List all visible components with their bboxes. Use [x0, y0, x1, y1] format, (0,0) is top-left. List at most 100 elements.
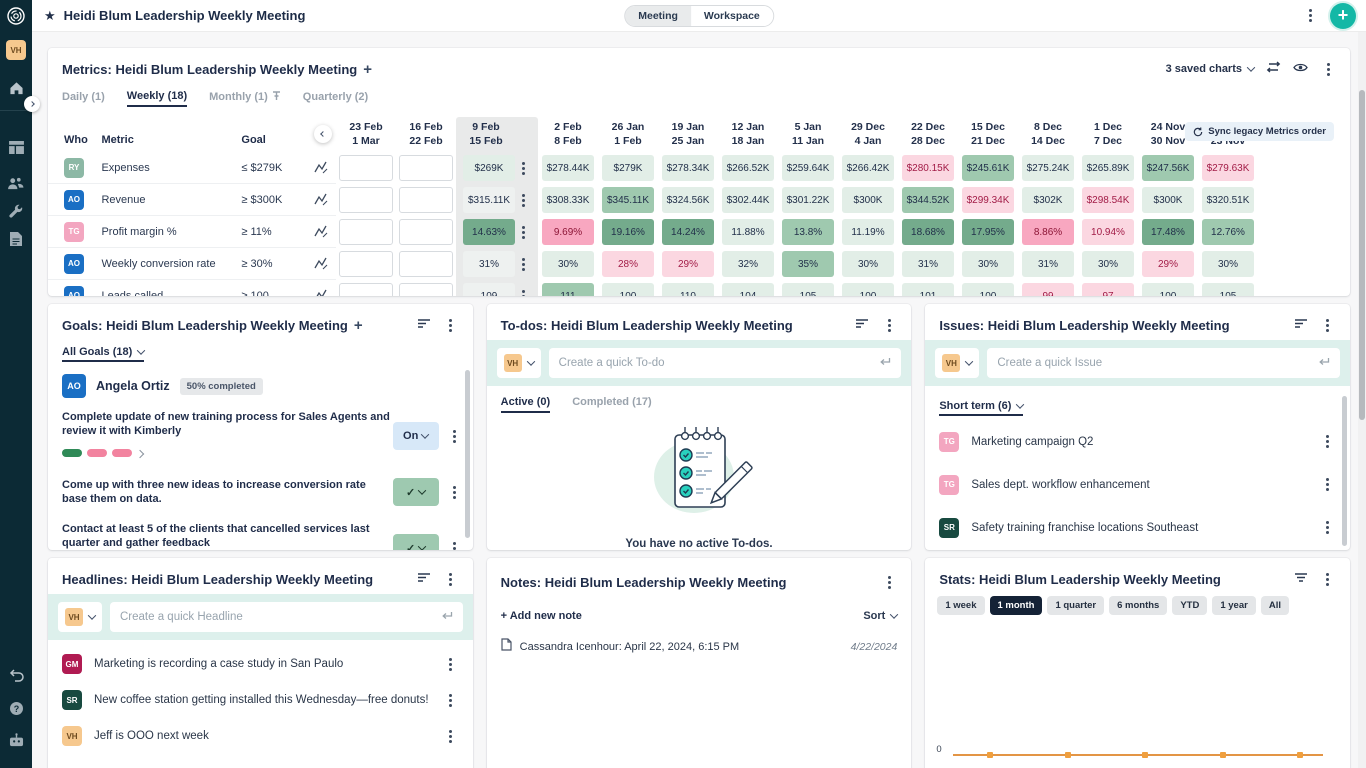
- metric-value[interactable]: $266.42K: [842, 155, 894, 181]
- avatar[interactable]: RY: [64, 157, 84, 178]
- range-pill-6-months[interactable]: 6 months: [1109, 596, 1168, 615]
- avatar[interactable]: AO: [64, 253, 84, 274]
- expand-chevron-icon[interactable]: [135, 444, 145, 462]
- metric-value[interactable]: 101: [902, 283, 954, 296]
- metric-value[interactable]: [399, 187, 453, 213]
- sort-icon[interactable]: [417, 316, 431, 334]
- todo-tab[interactable]: Completed (17): [572, 396, 652, 408]
- bot-icon[interactable]: [0, 726, 32, 754]
- metric-value[interactable]: $247.56K: [1142, 155, 1194, 181]
- metric-value[interactable]: 30%: [542, 251, 594, 277]
- headline-quick-input[interactable]: Create a quick Headline: [110, 602, 463, 632]
- metric-value[interactable]: $324.56K: [662, 187, 714, 213]
- filter-icon[interactable]: [1294, 570, 1308, 588]
- todo-tab[interactable]: Active (0): [500, 396, 551, 413]
- metric-value[interactable]: $280.15K: [902, 155, 954, 181]
- todos-kebab-icon[interactable]: [881, 317, 897, 333]
- date-column-header[interactable]: 12 Jan 18 Jan: [718, 117, 778, 152]
- metric-value[interactable]: 14.63%: [463, 219, 515, 245]
- cell-kebab-icon[interactable]: [515, 160, 531, 176]
- add-metric-button[interactable]: +: [363, 60, 372, 78]
- metric-value[interactable]: $320.51K: [1202, 187, 1254, 213]
- metric-value[interactable]: [399, 251, 453, 277]
- metric-value[interactable]: 29%: [662, 251, 714, 277]
- issue-kebab-icon[interactable]: [1320, 477, 1336, 493]
- metric-value[interactable]: $300K: [1142, 187, 1194, 213]
- headline-item[interactable]: VH Jeff is OOO next week: [48, 718, 473, 754]
- issues-scrollbar[interactable]: [1341, 396, 1347, 546]
- issue-kebab-icon[interactable]: [1320, 520, 1336, 536]
- milestone-pill-pink[interactable]: [87, 449, 107, 457]
- metric-value[interactable]: $302K: [1022, 187, 1074, 213]
- metric-value[interactable]: 17.95%: [962, 219, 1014, 245]
- cell-kebab-icon[interactable]: [515, 224, 531, 240]
- note-item[interactable]: Cassandra Icenhour: April 22, 2024, 6:15…: [487, 628, 912, 666]
- date-column-header[interactable]: 2 Feb 8 Feb: [538, 117, 598, 152]
- metric-value[interactable]: $265.89K: [1082, 155, 1134, 181]
- metric-value[interactable]: 30%: [1202, 251, 1254, 277]
- cell-kebab-icon[interactable]: [515, 192, 531, 208]
- range-pill-ytd[interactable]: YTD: [1172, 596, 1208, 615]
- metric-value[interactable]: [399, 219, 453, 245]
- metric-value[interactable]: 111: [542, 283, 594, 296]
- metric-value[interactable]: 9.69%: [542, 219, 594, 245]
- avatar[interactable]: SR: [62, 690, 82, 710]
- page-scrollbar[interactable]: [1358, 32, 1366, 768]
- view-tab-meeting[interactable]: Meeting: [625, 5, 691, 26]
- date-column-header[interactable]: 19 Jan 25 Jan: [658, 117, 718, 152]
- metric-value[interactable]: 31%: [1022, 251, 1074, 277]
- metric-value[interactable]: 99: [1022, 283, 1074, 296]
- avatar[interactable]: GM: [62, 654, 82, 674]
- metric-value[interactable]: 17.48%: [1142, 219, 1194, 245]
- headline-kebab-icon[interactable]: [443, 656, 459, 672]
- date-column-header[interactable]: 29 Dec 4 Jan: [838, 117, 898, 152]
- range-pill-1-month[interactable]: 1 month: [989, 596, 1043, 615]
- metric-value[interactable]: [399, 155, 453, 181]
- issue-quick-input[interactable]: Create a quick Issue: [987, 348, 1340, 378]
- metric-value[interactable]: [339, 283, 393, 296]
- avatar[interactable]: TG: [939, 431, 960, 452]
- date-column-header[interactable]: 16 Feb 22 Feb: [396, 117, 456, 152]
- assignee-chip[interactable]: VH: [935, 348, 980, 378]
- create-button[interactable]: +: [1330, 2, 1356, 29]
- visibility-eye-icon[interactable]: [1293, 60, 1308, 78]
- add-note-button[interactable]: + Add new note: [500, 610, 582, 622]
- date-column-header[interactable]: 26 Jan 1 Feb: [598, 117, 658, 152]
- headlines-kebab-icon[interactable]: [443, 571, 459, 587]
- metric-value[interactable]: 13.8%: [782, 219, 834, 245]
- goal-text[interactable]: Contact at least 5 of the clients that c…: [62, 523, 370, 549]
- undo-icon[interactable]: [0, 662, 32, 690]
- metric-value[interactable]: $275.24K: [1022, 155, 1074, 181]
- metric-value[interactable]: 100: [962, 283, 1014, 296]
- chart-line-icon[interactable]: [306, 193, 336, 206]
- metric-owner[interactable]: RY: [64, 157, 101, 178]
- sort-icon[interactable]: [1294, 316, 1308, 334]
- date-column-header[interactable]: 5 Jan 11 Jan: [778, 117, 838, 152]
- sync-legacy-button[interactable]: Sync legacy Metrics order: [1185, 122, 1334, 141]
- issue-item[interactable]: TG Marketing campaign Q2: [925, 420, 1350, 463]
- headline-item[interactable]: SR New coffee station getting installed t…: [48, 682, 473, 718]
- metrics-tab[interactable]: Weekly (18): [126, 90, 188, 107]
- chart-line-icon[interactable]: [306, 289, 336, 296]
- metric-owner[interactable]: TG: [64, 221, 101, 242]
- metric-value[interactable]: $279K: [602, 155, 654, 181]
- date-column-header[interactable]: 24 Nov 30 Nov: [1138, 117, 1198, 152]
- metric-value[interactable]: 110: [662, 283, 714, 296]
- chart-line-icon[interactable]: [306, 257, 336, 270]
- metric-name[interactable]: Expenses: [101, 161, 150, 174]
- date-column-header[interactable]: 9 Feb 15 Feb: [456, 117, 538, 152]
- date-column-header[interactable]: 1 Dec 7 Dec: [1078, 117, 1138, 152]
- metric-value[interactable]: $278.34K: [662, 155, 714, 181]
- sidebar-expand-button[interactable]: [24, 96, 40, 112]
- metric-value[interactable]: 35%: [782, 251, 834, 277]
- metric-value[interactable]: $299.34K: [962, 187, 1014, 213]
- metric-value[interactable]: 105: [1202, 283, 1254, 296]
- assignee-chip[interactable]: VH: [58, 602, 102, 632]
- metric-value[interactable]: [339, 219, 393, 245]
- metrics-tab[interactable]: Quarterly (2): [302, 91, 369, 103]
- metric-value[interactable]: $266.52K: [722, 155, 774, 181]
- metric-value[interactable]: [339, 251, 393, 277]
- metric-owner[interactable]: AO: [64, 253, 101, 274]
- metric-value[interactable]: $259.64K: [782, 155, 834, 181]
- goal-kebab-icon[interactable]: [447, 484, 463, 500]
